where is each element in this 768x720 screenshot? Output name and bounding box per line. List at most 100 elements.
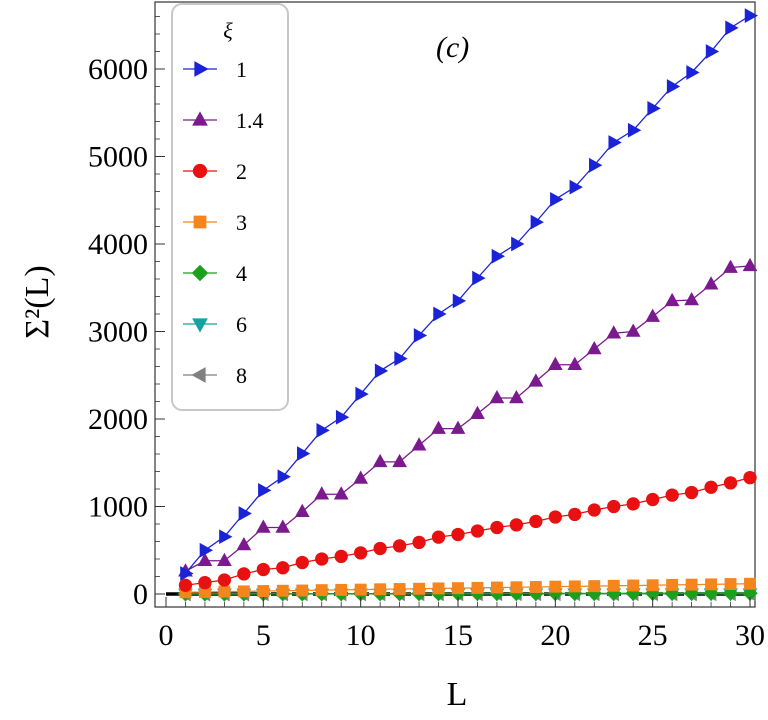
data-point	[394, 351, 408, 366]
data-point	[705, 578, 718, 591]
legend-label: 3	[236, 210, 247, 235]
data-point	[295, 555, 309, 570]
data-point	[723, 476, 738, 490]
legend-item-3: 3	[183, 210, 247, 235]
data-point	[725, 20, 739, 36]
data-point	[530, 214, 544, 230]
data-point	[237, 567, 251, 581]
x-tick-label: 20	[540, 619, 570, 652]
data-point	[684, 291, 699, 306]
data-point	[470, 405, 485, 419]
data-point	[491, 248, 505, 264]
x-tick-label: 25	[638, 619, 668, 652]
data-point	[588, 580, 601, 593]
data-point	[567, 585, 583, 602]
data-point	[413, 328, 428, 343]
data-point	[705, 44, 720, 59]
legend-marker	[192, 318, 208, 333]
data-point	[255, 519, 271, 533]
data-point	[294, 503, 310, 517]
data-point	[606, 325, 622, 339]
data-point	[724, 578, 737, 590]
data-point	[548, 510, 562, 524]
data-point	[686, 65, 700, 80]
legend-label: 1.4	[236, 108, 264, 133]
data-point	[625, 323, 641, 337]
data-point	[199, 542, 213, 558]
data-point	[685, 578, 698, 591]
data-point	[744, 577, 756, 590]
panel-label: (c)	[436, 31, 469, 64]
data-point	[743, 470, 757, 485]
data-point	[647, 101, 661, 116]
series-line	[185, 583, 751, 593]
data-point	[433, 306, 447, 322]
data-point	[335, 409, 350, 425]
data-point	[587, 503, 601, 517]
data-point	[178, 578, 193, 592]
data-point	[550, 192, 564, 207]
data-point	[333, 486, 349, 500]
data-point	[257, 585, 270, 597]
data-point	[664, 292, 680, 307]
data-point	[607, 579, 620, 592]
legend-marker	[193, 215, 207, 229]
data-point	[684, 485, 699, 500]
legend-item-8: 8	[183, 363, 247, 388]
legend-item-1: 1	[183, 57, 247, 82]
data-point	[510, 581, 523, 594]
data-point	[277, 469, 291, 485]
x-axis-label: L	[447, 676, 468, 713]
legend-item-1-4: 1.4	[183, 108, 264, 133]
data-point	[238, 506, 252, 521]
data-point	[392, 539, 407, 553]
data-point	[354, 546, 368, 560]
data-point	[627, 579, 640, 592]
data-point	[452, 293, 467, 309]
data-point	[490, 520, 504, 535]
data-point	[276, 561, 290, 575]
legend-marker	[192, 111, 208, 126]
data-point	[509, 389, 524, 404]
data-point	[683, 585, 700, 601]
plot-frame	[154, 1, 756, 608]
y-tick-label: 2000	[88, 403, 148, 436]
axis-layer: 0 5 10 15 20 25 30 0 1000 2000 3000 4000 5000 6000	[88, 16, 765, 652]
legend-marker	[194, 61, 209, 77]
x-tick-label: 10	[346, 619, 376, 652]
data-point	[664, 585, 680, 601]
data-point	[666, 578, 679, 591]
data-point	[452, 582, 464, 595]
data-point	[412, 535, 426, 550]
data-point	[472, 270, 486, 286]
data-point	[432, 582, 445, 595]
y-tick-label: 4000	[88, 228, 148, 261]
data-point	[547, 356, 563, 370]
x-tick-label: 15	[443, 619, 473, 652]
data-point	[665, 488, 679, 502]
legend-label: 6	[236, 312, 247, 337]
data-point	[179, 586, 192, 599]
data-point	[296, 584, 309, 597]
data-point	[568, 580, 581, 593]
data-point	[509, 518, 524, 532]
legend-label: 8	[236, 363, 247, 388]
series-line	[185, 476, 751, 586]
data-point	[219, 529, 233, 545]
data-point	[549, 580, 562, 593]
x-tick-label: 30	[735, 619, 765, 652]
data-point	[490, 581, 503, 594]
data-point	[511, 236, 525, 252]
series-3	[179, 577, 756, 599]
data-point	[704, 480, 718, 494]
x-tick-label: 5	[256, 619, 271, 652]
data-point	[316, 423, 330, 438]
data-point	[567, 356, 583, 370]
data-point	[197, 552, 213, 566]
data-point	[180, 566, 194, 581]
y-tick-label: 0	[133, 578, 148, 611]
legend-item-2: 2	[183, 159, 247, 184]
data-point	[529, 514, 543, 529]
data-point	[275, 519, 291, 533]
y-tick-label: 1000	[88, 491, 148, 524]
